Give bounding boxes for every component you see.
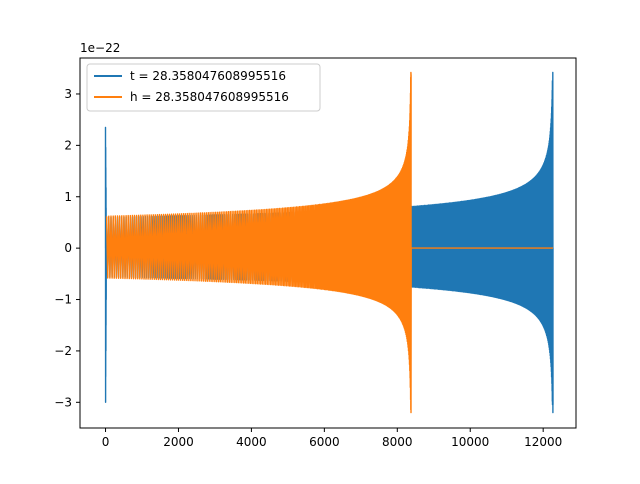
- legend-label-t: t = 28.358047608995516: [130, 69, 286, 83]
- legend: t = 28.358047608995516 h = 28.3580476089…: [86, 63, 321, 112]
- series-line-h: [105, 71, 553, 414]
- x-tick-label: 10000: [451, 435, 489, 449]
- x-axis-ticks: 0 2000 4000 6000 8000 10000 12000: [102, 428, 562, 449]
- y-tick-label: 3: [64, 87, 72, 101]
- x-tick-label: 4000: [236, 435, 267, 449]
- x-tick-label: 2000: [163, 435, 194, 449]
- y-tick-label: −1: [54, 293, 72, 307]
- axes-frame: [79, 57, 577, 429]
- legend-box: [86, 63, 321, 112]
- y-axis-ticks: −3 −2 −1 0 1 2 3: [54, 87, 80, 409]
- y-tick-label: −3: [54, 395, 72, 409]
- x-tick-label: 6000: [309, 435, 340, 449]
- x-tick-label: 0: [102, 435, 110, 449]
- y-offset-label: 1e−22: [80, 41, 120, 55]
- x-tick-label: 12000: [524, 435, 562, 449]
- x-tick-label: 8000: [382, 435, 413, 449]
- y-tick-label: 2: [64, 138, 72, 152]
- y-tick-label: −2: [54, 344, 72, 358]
- plot-area: [104, 71, 554, 414]
- y-tick-label: 1: [64, 190, 72, 204]
- series-layer: [104, 71, 554, 414]
- y-tick-label: 0: [64, 241, 72, 255]
- legend-label-h: h = 28.358047608995516: [130, 90, 289, 104]
